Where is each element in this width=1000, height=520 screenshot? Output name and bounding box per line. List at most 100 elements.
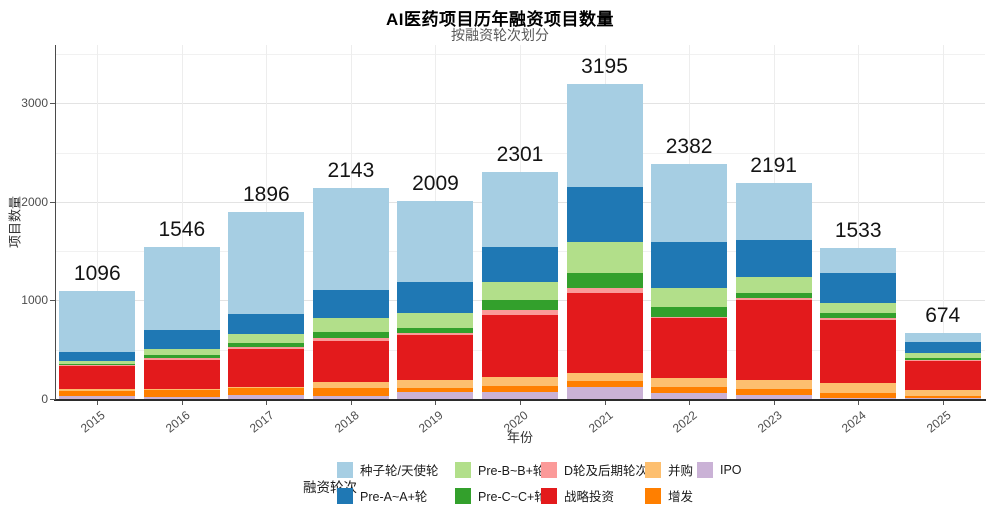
- legend-item-label: 战略投资: [564, 490, 615, 504]
- x-tick-mark: [266, 401, 268, 405]
- x-tick-mark: [181, 401, 183, 405]
- legend-item-label: 种子轮/天使轮: [360, 464, 439, 478]
- x-axis-title: 年份: [506, 430, 533, 445]
- bar-2022: [651, 164, 728, 399]
- bar-segment: [228, 388, 305, 395]
- bar-segment: [651, 387, 728, 394]
- legend-item-label: Pre-C~C+轮: [478, 490, 547, 504]
- bar-segment: [651, 378, 728, 388]
- bar-segment: [312, 395, 389, 399]
- legend-item-label: 增发: [668, 490, 694, 504]
- bar-segment: [735, 394, 812, 399]
- legend-swatch: [645, 487, 661, 504]
- legend-swatch: [541, 487, 557, 504]
- bar-segment: [904, 396, 981, 399]
- bar-segment: [312, 382, 389, 389]
- y-tick-mark: [50, 103, 55, 105]
- bar-segment: [143, 357, 220, 360]
- bar-segment: [482, 172, 558, 248]
- bar-segment: [397, 200, 474, 283]
- bar-segment: [228, 394, 305, 399]
- y-tick-label: 3000: [21, 96, 48, 111]
- v-gridline: [97, 45, 99, 399]
- bar-segment: [482, 247, 558, 283]
- bar-segment: [482, 392, 558, 399]
- bar-segment: [143, 348, 220, 355]
- bar-segment: [820, 318, 897, 320]
- bar-segment: [397, 282, 474, 314]
- bar-segment: [904, 332, 981, 342]
- bar-segment: [228, 346, 305, 349]
- bar-segment: [59, 363, 136, 366]
- bar-segment: [820, 397, 897, 399]
- legend-item: 战略投资: [541, 487, 614, 504]
- bar-segment: [228, 212, 305, 314]
- bar-segment: [482, 309, 558, 315]
- bar-segment: [397, 335, 474, 381]
- bar-2017: [228, 212, 305, 399]
- legend-swatch: [541, 461, 557, 478]
- legend-swatch: [337, 461, 353, 478]
- y-tick-mark: [50, 300, 55, 302]
- y-tick-label: 2000: [21, 194, 48, 209]
- bar-segment: [312, 388, 389, 396]
- bar-total-label: 3195: [581, 55, 628, 78]
- bar-segment: [59, 391, 136, 396]
- x-tick-mark: [520, 401, 521, 405]
- bar-segment: [735, 240, 812, 278]
- bar-segment: [735, 293, 812, 299]
- x-tick-mark: [435, 401, 437, 405]
- legend-item-label: Pre-A~A+轮: [360, 490, 428, 504]
- bar-segment: [566, 373, 643, 382]
- bar-segment: [312, 338, 389, 342]
- bar-total-label: 1533: [834, 218, 882, 242]
- bar-total-label: 2301: [496, 143, 544, 167]
- bar-segment: [566, 381, 643, 388]
- bar-segment: [228, 313, 305, 334]
- bar-segment: [820, 272, 897, 303]
- bar-2025: [904, 332, 981, 399]
- bar-segment: [59, 365, 136, 367]
- y-tick-label: 1000: [21, 293, 48, 308]
- bar-segment: [904, 359, 981, 361]
- bar-segment: [904, 360, 981, 391]
- bar-segment: [566, 272, 643, 288]
- chart-title: AI医药项目历年融资项目数量: [386, 10, 614, 29]
- bar-total-label: 1896: [243, 183, 290, 207]
- bar-segment: [651, 316, 728, 319]
- bar-segment: [143, 359, 220, 389]
- bar-segment: [312, 187, 389, 290]
- bar-segment: [820, 312, 897, 318]
- bar-segment: [651, 164, 728, 243]
- bar-segment: [312, 341, 389, 383]
- x-tick-mark: [858, 401, 860, 405]
- bar-segment: [566, 387, 643, 399]
- y-tick-label: 0: [41, 392, 48, 406]
- legend-swatch: [645, 461, 661, 478]
- bar-segment: [735, 277, 812, 294]
- legend-item: Pre-C~C+轮: [455, 487, 547, 504]
- bar-segment: [59, 395, 136, 399]
- chart-subtitle: 按融资轮次划分: [451, 27, 549, 43]
- bar-segment: [312, 289, 389, 319]
- bar-segment: [228, 342, 305, 347]
- legend-item-label: 并购: [668, 464, 694, 478]
- legend-item-label: Pre-B~B+轮: [478, 464, 546, 478]
- bar-segment: [651, 307, 728, 317]
- y-tick-mark: [50, 201, 55, 203]
- bar-segment: [735, 300, 812, 380]
- legend-item: IPO: [697, 461, 742, 478]
- legend-swatch: [455, 461, 471, 478]
- bar-2018: [312, 187, 389, 399]
- bar-segment: [482, 314, 558, 377]
- bar-segment: [820, 392, 897, 398]
- x-tick-mark: [604, 401, 606, 405]
- bar-segment: [143, 388, 220, 391]
- legend-item: Pre-B~B+轮: [455, 461, 545, 478]
- v-gridline: [858, 45, 860, 399]
- bar-segment: [566, 242, 643, 273]
- bar-segment: [482, 376, 558, 386]
- y-axis-line: [55, 45, 56, 400]
- bar-segment: [228, 386, 305, 389]
